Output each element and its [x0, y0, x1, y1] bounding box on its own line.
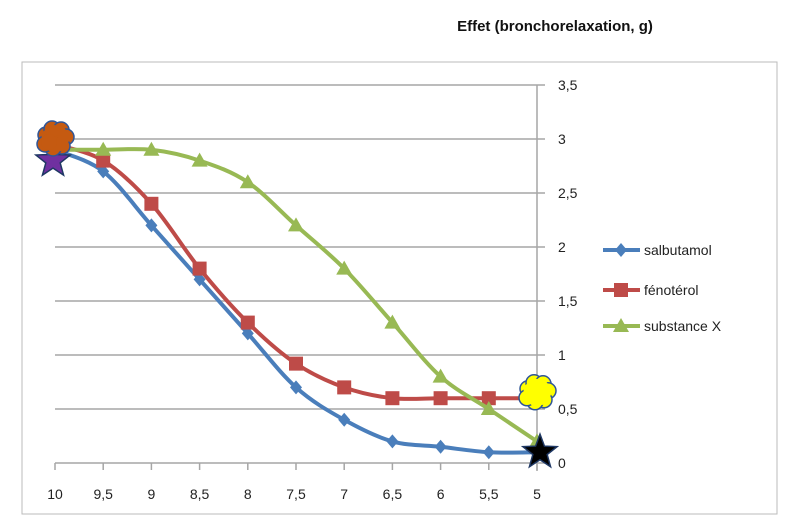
chart-title: Effet (bronchorelaxation, g)	[457, 18, 653, 35]
legend-marker-f-not-rol	[614, 283, 628, 297]
x-tick-label: 5	[533, 486, 541, 502]
data-point-f-not-rol	[337, 380, 352, 395]
data-point-salbutamol	[290, 380, 302, 395]
data-point-substance-x	[239, 174, 256, 189]
legend-marker-substance-x	[613, 318, 629, 332]
y-tick-label: 3	[558, 131, 566, 147]
data-point-substance-x	[191, 152, 208, 167]
cloud-annotation	[36, 120, 75, 157]
data-point-salbutamol	[386, 434, 399, 449]
data-point-f-not-rol	[240, 315, 255, 330]
x-tick-label: 7	[340, 486, 348, 502]
legend-label-substance-x: substance X	[644, 318, 722, 334]
data-point-f-not-rol	[96, 153, 111, 168]
x-tick-label: 7,5	[286, 486, 306, 502]
x-tick-label: 6	[437, 486, 445, 502]
y-tick-label: 0,5	[558, 401, 578, 417]
x-tick-label: 6,5	[383, 486, 403, 502]
chart-border	[21, 61, 778, 515]
data-point-substance-x	[432, 368, 449, 383]
data-point-salbutamol	[241, 326, 254, 341]
data-point-substance-x	[336, 260, 353, 275]
data-point-salbutamol	[482, 445, 495, 460]
legend-marker-salbutamol	[615, 243, 627, 257]
x-tick-label: 8	[244, 486, 252, 502]
series-line-salbutamol	[54, 147, 538, 455]
data-point-salbutamol	[338, 412, 351, 427]
data-point-f-not-rol	[433, 391, 448, 406]
legend-label-salbutamol: salbutamol	[644, 242, 712, 258]
data-point-salbutamol	[145, 218, 158, 233]
data-point-f-not-rol	[192, 261, 207, 276]
x-tick-label: 9	[148, 486, 156, 502]
y-tick-label: 0	[558, 455, 566, 471]
y-tick-label: 2,5	[558, 185, 578, 201]
x-tick-label: 8,5	[190, 486, 210, 502]
y-tick-label: 2	[558, 239, 566, 255]
y-tick-label: 1,5	[558, 293, 578, 309]
star-annotation	[520, 432, 560, 469]
data-point-f-not-rol	[385, 391, 400, 406]
data-point-substance-x	[480, 401, 497, 415]
data-point-salbutamol	[97, 164, 110, 179]
data-point-f-not-rol	[481, 391, 496, 406]
x-tick-label: 5,5	[479, 486, 499, 502]
y-tick-label: 3,5	[558, 77, 578, 93]
data-point-f-not-rol	[289, 356, 303, 371]
x-tick-label: 9,5	[93, 486, 113, 502]
y-tick-label: 1	[558, 347, 566, 363]
data-point-salbutamol	[193, 272, 206, 287]
star-annotation	[33, 140, 73, 177]
x-tick-label: 10	[47, 486, 63, 502]
data-point-f-not-rol	[144, 196, 159, 211]
data-point-salbutamol	[434, 439, 447, 454]
cloud-annotation	[518, 374, 557, 411]
data-point-substance-x	[143, 141, 160, 156]
data-point-substance-x	[288, 217, 304, 232]
legend-label-f-not-rol: fénotérol	[644, 282, 698, 298]
data-point-substance-x	[384, 314, 401, 329]
data-point-substance-x	[95, 141, 112, 156]
